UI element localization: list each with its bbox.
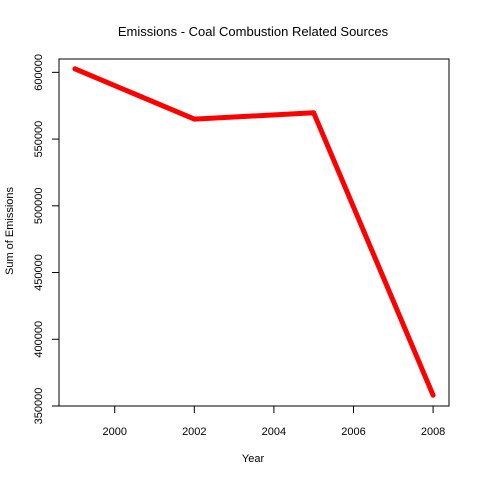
y-tick-label: 500000	[33, 187, 45, 224]
series-group	[72, 66, 436, 398]
y-tick-label: 550000	[33, 121, 45, 158]
x-tick-label: 2002	[182, 426, 206, 438]
x-tick-label: 2006	[341, 426, 365, 438]
x-tick-label: 2000	[102, 426, 126, 438]
x-axis: 2000 2002 2004 2006 2008	[102, 405, 445, 438]
x-axis-label: Year	[242, 453, 265, 465]
y-axis: 350000 400000 450000 500000 550000 600000	[33, 54, 60, 425]
plot-box	[58, 58, 450, 407]
x-tick-label: 2004	[262, 426, 286, 438]
y-tick-label: 600000	[33, 54, 45, 91]
y-axis-label: Sum of Emissions	[4, 186, 16, 275]
y-tick-label: 400000	[33, 321, 45, 358]
chart-title: Emissions - Coal Combustion Related Sour…	[118, 24, 389, 39]
x-tick-label: 2008	[421, 426, 445, 438]
y-tick-label: 450000	[33, 254, 45, 291]
y-tick-label: 350000	[33, 388, 45, 425]
series-line	[72, 66, 436, 398]
